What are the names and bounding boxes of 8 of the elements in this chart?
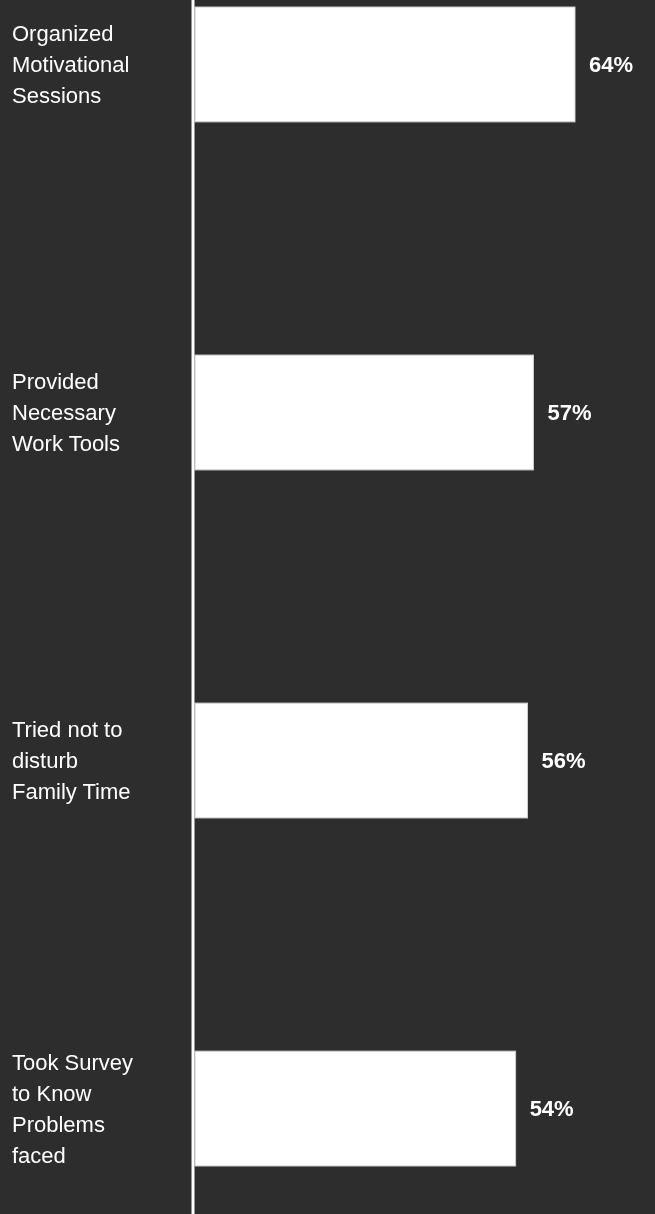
data-label: 56%	[541, 748, 586, 774]
y-tick-label: Took Survey to Know Problems faced	[12, 1049, 134, 1168]
data-label: 64%	[589, 52, 634, 78]
data-label: 54%	[529, 1096, 574, 1122]
y-tick-label: Organized Motivational Sessions	[12, 21, 130, 109]
y-tick-label: Tried not to disturb Family Time	[12, 717, 131, 805]
y-tick-label: Provided Necessary Work Tools	[12, 369, 121, 457]
data-label: 57%	[547, 400, 592, 426]
